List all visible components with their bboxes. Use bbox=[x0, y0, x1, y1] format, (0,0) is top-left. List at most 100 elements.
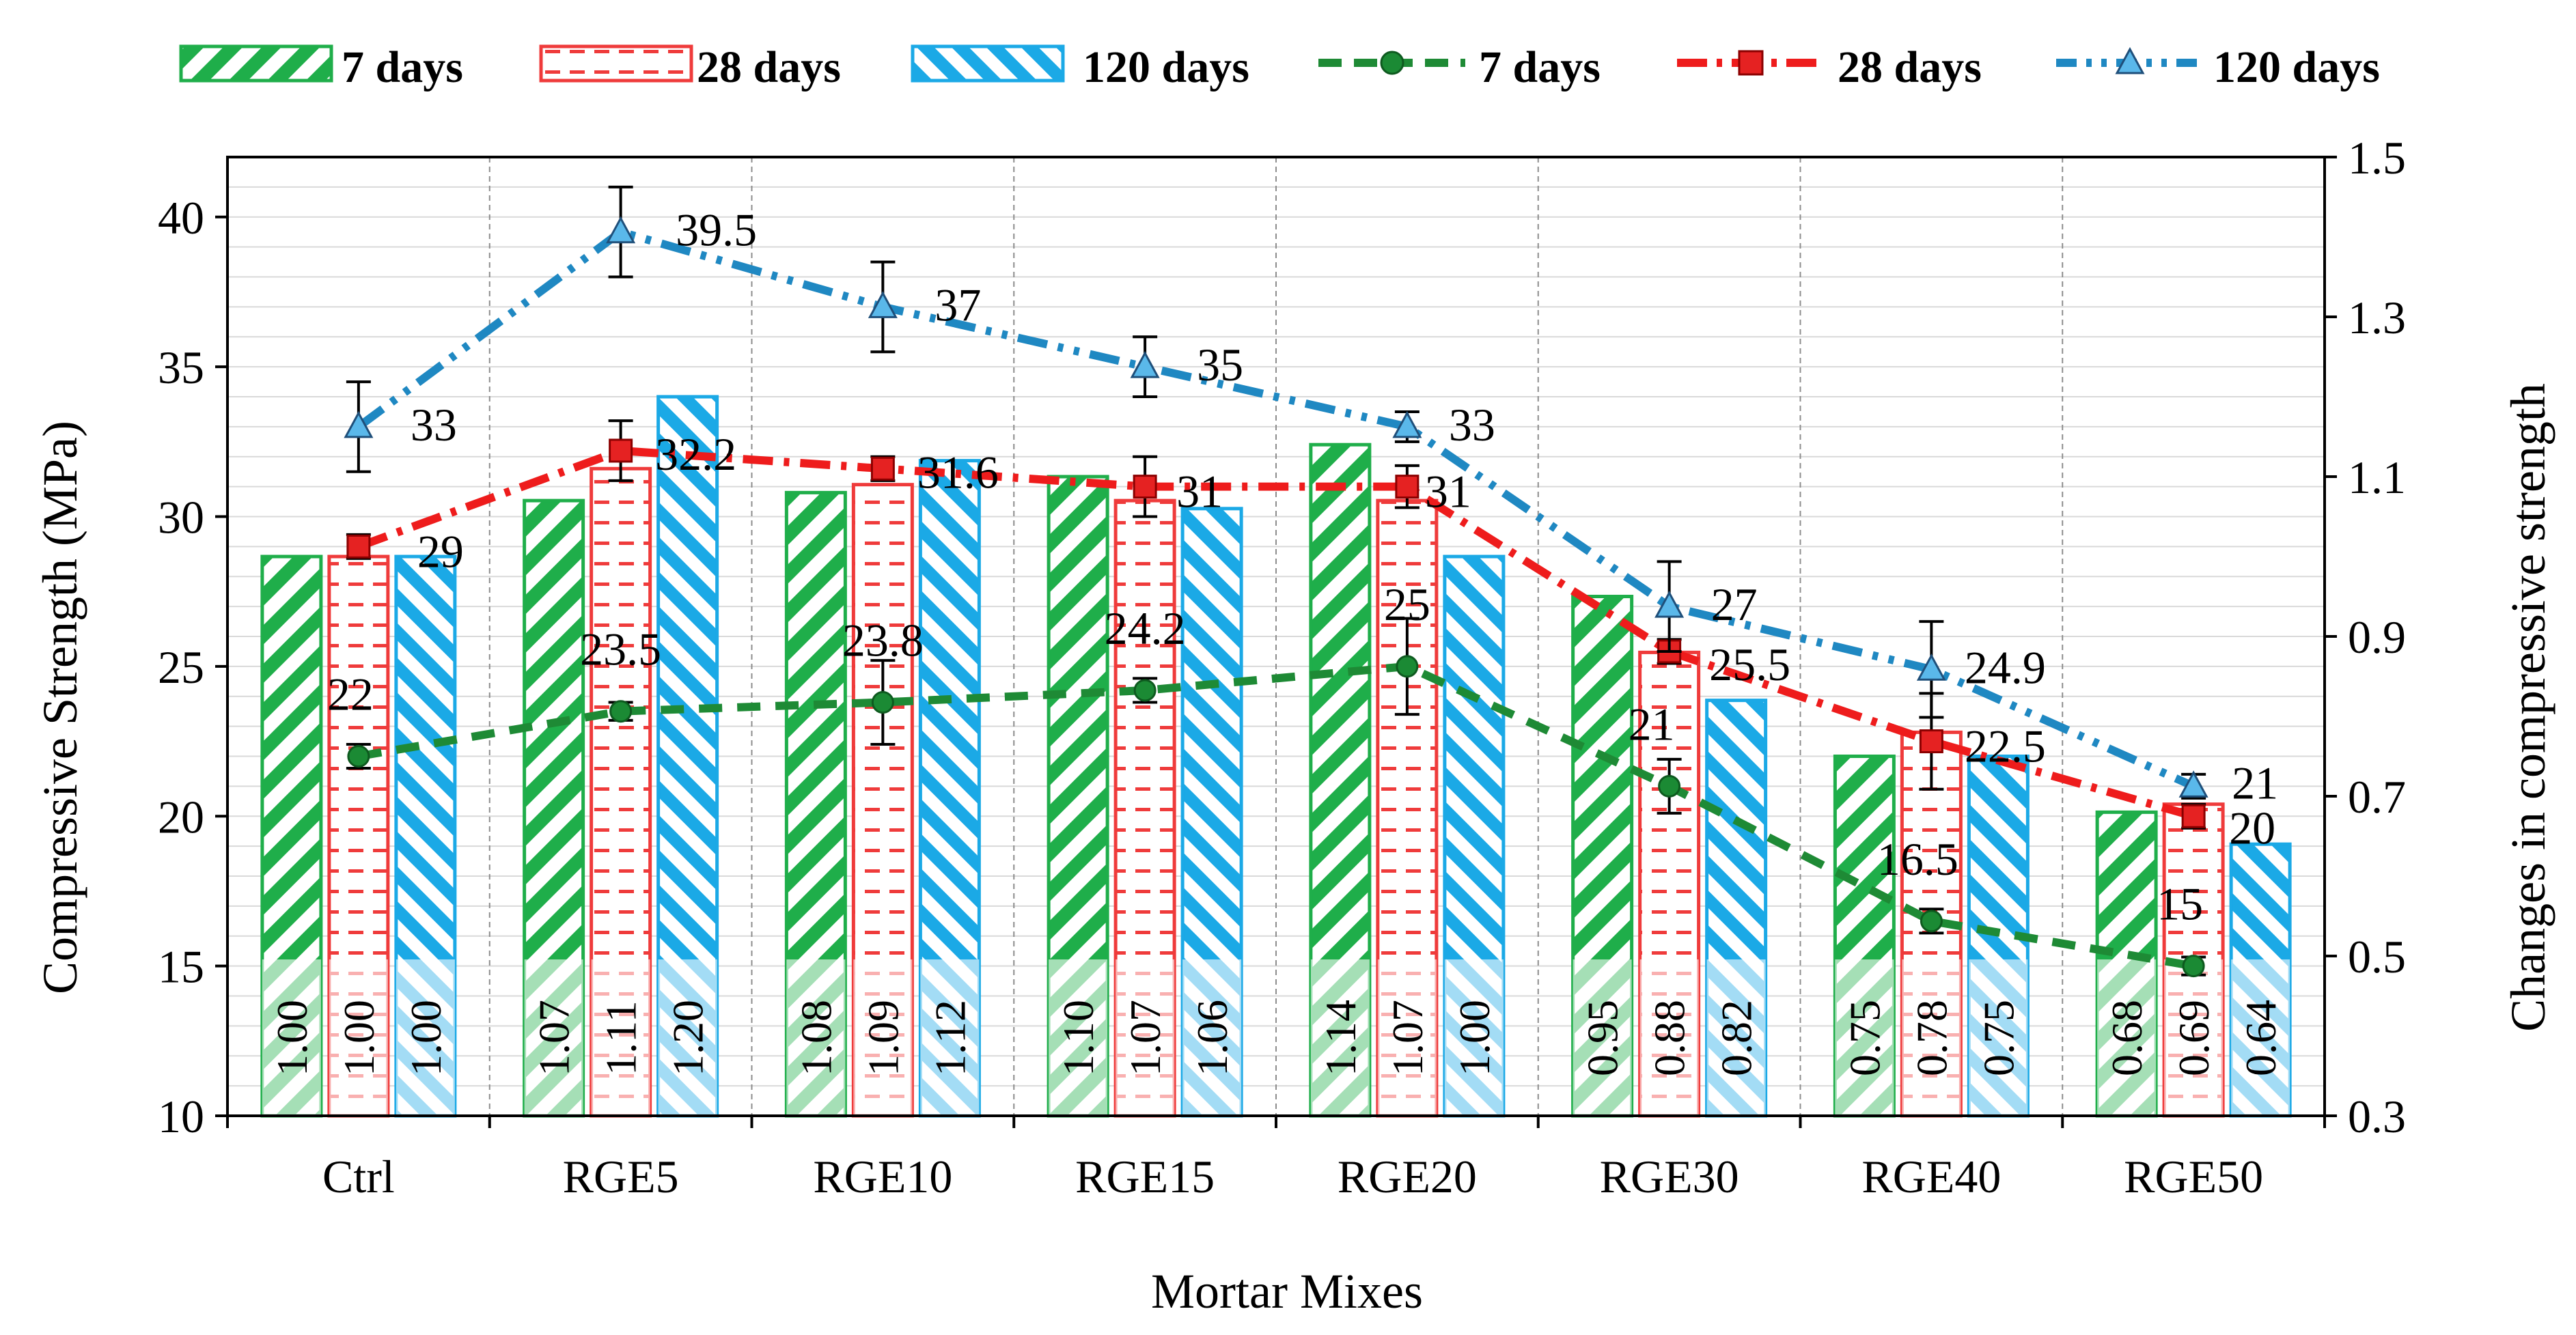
bar-label-backdrop bbox=[2097, 959, 2157, 1116]
legend-label: 120 days bbox=[2213, 42, 2380, 92]
line-28-days bbox=[357, 446, 2195, 821]
bar-label-backdrop bbox=[658, 959, 717, 1116]
marker-120-days bbox=[868, 291, 898, 318]
point-value-label: 35 bbox=[1197, 339, 1243, 391]
point-value-label: 32.2 bbox=[655, 428, 736, 480]
y-tick-label: 10 bbox=[158, 1091, 204, 1142]
point-value-label: 22 bbox=[327, 669, 374, 720]
marker-7-days bbox=[1133, 679, 1157, 702]
bar-value-label: 1.07 bbox=[1121, 1000, 1169, 1076]
point-value-label: 16.5 bbox=[1877, 833, 1958, 885]
bar-value-label: 1.12 bbox=[926, 1000, 974, 1076]
marker-7-days bbox=[871, 691, 894, 714]
x-tick-label-Ctrl: Ctrl bbox=[322, 1151, 395, 1203]
bar-label-backdrop bbox=[1902, 959, 1961, 1116]
legend-label: 120 days bbox=[1083, 42, 1249, 92]
legend-marker bbox=[2115, 46, 2145, 74]
bar-label-backdrop bbox=[1969, 959, 2028, 1116]
x-tick-label-RGE40: RGE40 bbox=[1861, 1151, 2001, 1203]
bar-value-label: 1.07 bbox=[1383, 1000, 1432, 1076]
point-value-label: 21 bbox=[1629, 698, 1675, 750]
lines-layer: 22 23.5 23.8 24.2 25 21 16.5 15 29 32.2 31.6 31 31 25… bbox=[327, 185, 2278, 978]
bar-value-label: 0.95 bbox=[1579, 1000, 1627, 1076]
bar-value-label: 1.14 bbox=[1316, 1000, 1365, 1076]
bar-label-backdrop bbox=[1835, 959, 1894, 1116]
bar-value-label: 0.69 bbox=[2170, 1000, 2218, 1076]
x-tick-label-RGE50: RGE50 bbox=[2124, 1151, 2263, 1203]
bar-label-backdrop bbox=[524, 959, 583, 1116]
bar-label-backdrop bbox=[2231, 959, 2290, 1116]
line-120-days bbox=[356, 227, 2196, 790]
bar-label-backdrop bbox=[1310, 959, 1370, 1116]
point-value-label: 23.8 bbox=[842, 615, 924, 666]
marker-120-days bbox=[1654, 590, 1685, 618]
point-value-label: 31 bbox=[1176, 466, 1223, 518]
marker-7-days bbox=[609, 700, 633, 723]
bar-value-label: 1.07 bbox=[530, 1000, 579, 1076]
bar-labels-layer: 1.00 1.07 1.08 1.10 1.14 0.95 0.75 0.68 1.00 1.11… bbox=[262, 959, 2290, 1116]
y-tick-label: 35 bbox=[158, 341, 204, 393]
point-value-label: 31 bbox=[1425, 466, 1471, 518]
y2-tick-label: 0.5 bbox=[2348, 931, 2406, 983]
bar-label-backdrop bbox=[1639, 959, 1699, 1116]
x-tick-label-RGE5: RGE5 bbox=[563, 1151, 679, 1203]
y2-axis-title: Changes in compressive strength bbox=[2501, 383, 2556, 1032]
legend-marker bbox=[1738, 50, 1764, 76]
bar-value-label: 0.88 bbox=[1646, 1000, 1694, 1076]
bar-value-label: 1.00 bbox=[402, 1000, 450, 1076]
point-value-label: 22.5 bbox=[1965, 720, 2046, 772]
y-tick-label: 25 bbox=[158, 641, 204, 693]
bar-label-backdrop bbox=[1182, 959, 1242, 1116]
axes-layer: 10 15 20 25 30 35 40 0.3 0.5 0.7 0.9 1.1 1.3 1.5 Ctrl R… bbox=[158, 132, 2406, 1203]
marker-28-days bbox=[346, 534, 371, 559]
marker-28-days bbox=[870, 456, 895, 481]
marker-28-days bbox=[1133, 475, 1157, 499]
bar-value-label: 0.75 bbox=[1974, 1000, 2023, 1076]
bar-label-backdrop bbox=[1706, 959, 1766, 1116]
bar-value-label: 0.64 bbox=[2236, 1000, 2285, 1076]
bar-label-backdrop bbox=[1116, 959, 1175, 1116]
y2-tick-label: 0.7 bbox=[2348, 771, 2406, 823]
legend-label: 7 days bbox=[342, 42, 463, 92]
bar-label-backdrop bbox=[1377, 959, 1437, 1116]
x-tick-label-RGE10: RGE10 bbox=[813, 1151, 952, 1203]
y-tick-label: 20 bbox=[158, 791, 204, 843]
bar-value-label: 1.00 bbox=[1450, 1000, 1499, 1076]
y-tick-label: 40 bbox=[158, 192, 204, 244]
bar-value-label: 1.08 bbox=[792, 1000, 840, 1076]
legend-swatch-bar bbox=[911, 44, 1065, 83]
point-value-label: 24.2 bbox=[1105, 602, 1186, 654]
bar-label-backdrop bbox=[396, 959, 455, 1116]
y-tick-label: 30 bbox=[158, 492, 204, 544]
x-tick-label-RGE15: RGE15 bbox=[1075, 1151, 1215, 1203]
legend-label: 28 days bbox=[1838, 42, 1982, 92]
bar-label-backdrop bbox=[262, 959, 321, 1116]
point-value-label: 25 bbox=[1384, 578, 1430, 630]
point-value-label: 23.5 bbox=[580, 623, 661, 675]
bar-label-backdrop bbox=[1573, 959, 1632, 1116]
x-axis-title: Mortar Mixes bbox=[1151, 1264, 1423, 1319]
bar-value-label: 1.00 bbox=[335, 1000, 383, 1076]
point-value-label: 33 bbox=[1449, 399, 1495, 451]
bar-value-label: 1.11 bbox=[597, 1000, 646, 1076]
x-tick-label-RGE20: RGE20 bbox=[1338, 1151, 1477, 1203]
marker-120-days bbox=[606, 216, 636, 244]
bar-value-label: 1.20 bbox=[664, 1000, 712, 1076]
marker-28-days bbox=[2181, 804, 2206, 828]
marker-7-days bbox=[2182, 955, 2205, 978]
marker-28-days bbox=[609, 438, 633, 463]
bar-label-backdrop bbox=[1049, 959, 1108, 1116]
point-value-label: 21 bbox=[2232, 757, 2278, 809]
point-value-label: 37 bbox=[934, 279, 981, 331]
legend-swatch-bar bbox=[179, 44, 333, 83]
bar-label-backdrop bbox=[591, 959, 650, 1116]
point-value-label: 27 bbox=[1711, 578, 1758, 630]
marker-28-days bbox=[1919, 729, 1943, 754]
legend-label: 28 days bbox=[697, 42, 841, 92]
y2-tick-label: 1.3 bbox=[2348, 292, 2406, 343]
point-value-label: 15 bbox=[2157, 878, 2203, 930]
point-value-label: 39.5 bbox=[676, 204, 757, 256]
point-value-label: 25.5 bbox=[1709, 638, 1790, 690]
bar-value-label: 0.78 bbox=[1907, 1000, 1956, 1076]
point-value-label: 20 bbox=[2229, 802, 2275, 854]
